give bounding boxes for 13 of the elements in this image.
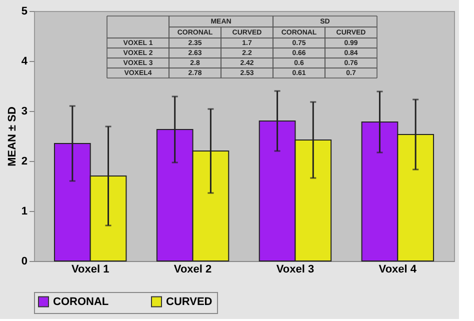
y-axis-title: MEAN ± SD	[6, 106, 18, 166]
x-tick-label: Voxel 3	[276, 264, 314, 276]
y-tick-label: 0	[21, 256, 28, 268]
x-tick-label: Voxel 2	[174, 264, 212, 276]
legend-label: CURVED	[166, 296, 212, 308]
y-tick-label: 5	[21, 6, 28, 18]
y-tick-label: 2	[21, 156, 28, 168]
x-tick-label: Voxel 4	[378, 264, 418, 276]
y-tick-label: 1	[21, 206, 28, 218]
legend-label: CORONAL	[53, 296, 109, 308]
y-tick-label: 4	[21, 56, 28, 68]
y-tick-label: 3	[21, 106, 28, 118]
x-tick-label: Voxel 1	[71, 264, 110, 276]
